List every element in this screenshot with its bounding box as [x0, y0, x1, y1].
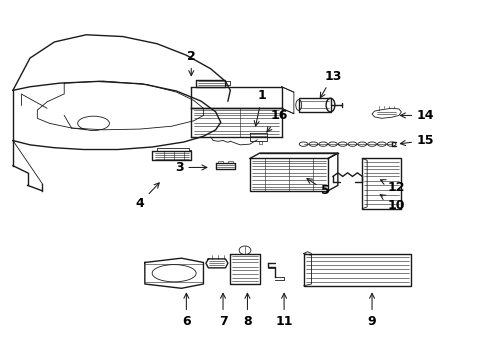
- Text: 12: 12: [381, 180, 405, 194]
- Text: 1: 1: [254, 89, 267, 126]
- Text: 15: 15: [400, 134, 435, 147]
- Text: 14: 14: [400, 109, 435, 122]
- Text: 13: 13: [320, 69, 342, 98]
- Text: 10: 10: [380, 195, 405, 212]
- Text: 3: 3: [175, 161, 207, 174]
- Text: 2: 2: [187, 50, 196, 76]
- Text: 16: 16: [267, 109, 288, 132]
- Text: 9: 9: [368, 293, 376, 328]
- Text: 7: 7: [219, 293, 227, 328]
- Text: 4: 4: [136, 183, 159, 210]
- Text: 6: 6: [182, 293, 191, 328]
- Text: 11: 11: [275, 293, 293, 328]
- Text: 8: 8: [243, 293, 252, 328]
- Text: 5: 5: [307, 179, 330, 197]
- Bar: [299, 98, 331, 112]
